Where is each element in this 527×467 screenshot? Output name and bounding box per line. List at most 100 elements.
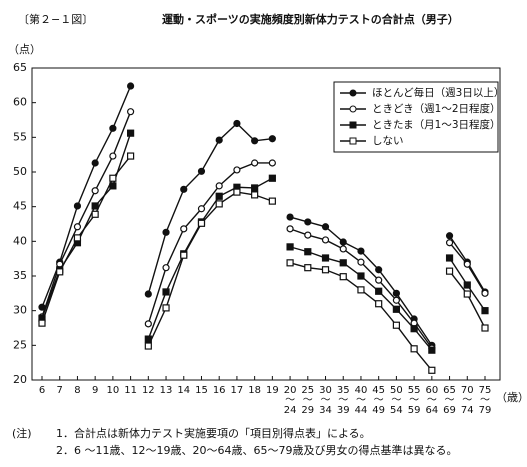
- point: [286, 225, 294, 233]
- x-tick-label: 8: [74, 385, 81, 396]
- point: [339, 245, 347, 253]
- point: [144, 342, 152, 350]
- x-tick-label: 6: [38, 385, 46, 396]
- point: [56, 268, 64, 276]
- point: [392, 289, 400, 297]
- point: [445, 239, 454, 247]
- point: [215, 182, 223, 190]
- series-line: [147, 122, 273, 295]
- notes-label: (注): [12, 427, 32, 440]
- point: [286, 243, 294, 251]
- series-line: [449, 270, 486, 329]
- x-tick-label: 75 〜 79: [478, 385, 492, 416]
- point: [233, 188, 241, 196]
- figure-label: 〔第２−１図〕: [18, 12, 93, 26]
- point: [251, 191, 259, 199]
- y-tick-label: 55: [13, 130, 27, 143]
- point: [481, 289, 489, 297]
- chart-title: 運動・スポーツの実施頻度別新体力テストの合計点（男子）: [162, 12, 459, 26]
- x-tick-label: 40 〜 44: [354, 385, 368, 416]
- point: [357, 247, 365, 255]
- x-tick-label: 15: [195, 385, 208, 396]
- point: [109, 124, 117, 132]
- x-axis-label: （歳）: [496, 391, 527, 404]
- point: [392, 321, 400, 329]
- point: [392, 305, 400, 313]
- point: [197, 219, 206, 227]
- x-tick-label: 9: [91, 385, 99, 396]
- point: [91, 202, 99, 210]
- legend-marker: [349, 121, 357, 129]
- point: [38, 319, 46, 327]
- point: [127, 82, 135, 90]
- series-line: [147, 177, 273, 340]
- point: [233, 166, 241, 174]
- series-line: [41, 155, 132, 324]
- point: [392, 296, 400, 304]
- point: [304, 218, 312, 226]
- point: [180, 225, 188, 233]
- point: [73, 234, 82, 242]
- x-tick-label: 70 〜 74: [460, 385, 474, 416]
- point: [162, 228, 170, 236]
- point: [251, 159, 259, 167]
- point: [251, 184, 259, 192]
- point: [321, 236, 330, 244]
- point: [268, 197, 276, 205]
- point: [375, 276, 383, 284]
- point: [357, 258, 365, 266]
- point: [304, 231, 312, 239]
- point: [286, 259, 294, 267]
- point: [375, 287, 383, 295]
- series-line: [41, 85, 132, 308]
- x-tick-label: 11: [124, 385, 137, 396]
- point: [445, 232, 454, 240]
- x-tick-label: 14: [177, 385, 191, 396]
- point: [375, 300, 383, 308]
- point: [233, 119, 241, 128]
- point: [375, 266, 383, 274]
- point: [91, 210, 99, 218]
- x-tick-label: 17: [230, 385, 244, 396]
- y-tick-label: 40: [13, 234, 27, 247]
- point: [286, 213, 294, 221]
- y-axis-label: （点）: [8, 43, 41, 56]
- legend-label: ときどき（週1〜2日程度）: [372, 102, 501, 115]
- note: 2．6 〜11歳、12〜19歳、20〜64歳、65〜79歳及び男女の得点基準は異…: [56, 444, 458, 457]
- point: [126, 152, 135, 160]
- point: [215, 200, 223, 208]
- point: [268, 174, 276, 182]
- point: [357, 286, 365, 294]
- x-tick-label: 20 〜 24: [283, 385, 297, 416]
- y-tick-label: 35: [13, 269, 27, 282]
- point: [321, 254, 330, 262]
- point: [339, 273, 347, 281]
- point: [410, 345, 418, 353]
- y-tick-label: 25: [13, 338, 27, 351]
- x-tick-label: 18: [248, 385, 261, 396]
- x-tick-label: 12: [141, 385, 155, 396]
- point: [251, 137, 259, 145]
- point: [321, 266, 330, 274]
- point: [428, 366, 436, 374]
- y-tick-label: 30: [13, 304, 27, 317]
- point: [91, 159, 99, 167]
- y-tick-label: 50: [13, 165, 27, 178]
- x-tick-label: 30 〜 34: [319, 385, 332, 416]
- point: [339, 238, 347, 246]
- note: 1．合計点は新体力テスト実施要項の「項目別得点表」による。: [56, 427, 371, 440]
- point: [73, 202, 82, 210]
- point: [481, 307, 489, 315]
- point: [339, 259, 347, 267]
- x-tick-label: 60 〜 64: [425, 385, 439, 416]
- point: [463, 290, 471, 298]
- legend-marker: [349, 89, 357, 97]
- point: [91, 187, 99, 195]
- point: [197, 167, 206, 175]
- point: [463, 260, 471, 268]
- point: [268, 159, 276, 167]
- point: [357, 272, 365, 280]
- point: [180, 185, 188, 193]
